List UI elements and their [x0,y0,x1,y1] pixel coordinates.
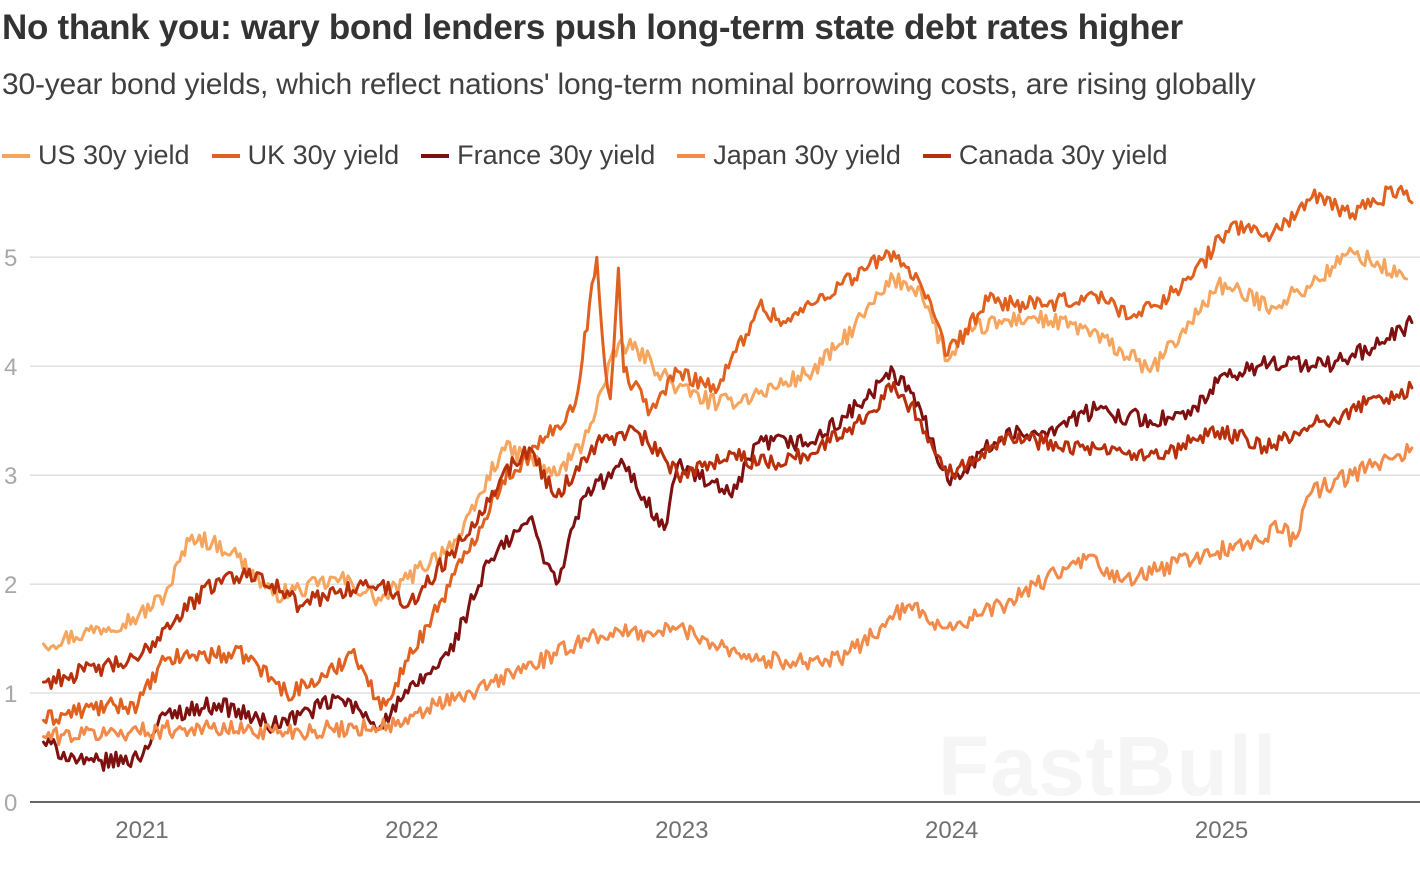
chart-legend: US 30y yield UK 30y yield France 30y yie… [2,140,1190,171]
series-line-uk-30y-yield [42,184,1414,726]
legend-item-us: US 30y yield [2,140,190,171]
legend-label-canada: Canada 30y yield [958,140,1168,170]
legend-swatch-canada [922,153,951,158]
y-tick-label-5: 5 [4,245,17,272]
watermark: FastBull [938,719,1278,813]
legend-label-japan: Japan 30y yield [713,140,901,170]
x-tick-label-2022: 2022 [385,817,438,844]
chart-subtitle: 30-year bond yields, which reflect natio… [2,68,1256,101]
legend-swatch-japan [677,153,706,158]
chart-title: No thank you: wary bond lenders push lon… [2,8,1183,47]
legend-label-uk: UK 30y yield [247,140,400,170]
legend-label-us: US 30y yield [38,140,190,170]
legend-item-uk: UK 30y yield [211,140,400,171]
legend-swatch-uk [211,153,240,158]
y-tick-label-4: 4 [4,354,17,381]
x-tick-label-2023: 2023 [655,817,708,844]
legend-swatch-us [2,153,30,158]
series-line-us-30y-yield [42,246,1408,652]
legend-item-japan: Japan 30y yield [677,140,901,171]
legend-item-canada: Canada 30y yield [922,140,1168,171]
legend-label-france: France 30y yield [457,140,656,170]
y-tick-label-1: 1 [4,681,17,708]
legend-item-france: France 30y yield [421,140,655,171]
y-tick-label-2: 2 [4,572,17,599]
series-line-japan-30y-yield [42,443,1414,746]
y-tick-label-3: 3 [4,463,17,490]
series-line-france-30y-yield [42,315,1414,772]
legend-swatch-france [421,153,450,158]
y-tick-label-0: 0 [4,790,17,817]
x-tick-label-2024: 2024 [925,817,978,844]
series-line-canada-30y-yield [42,380,1414,690]
x-tick-label-2021: 2021 [115,817,168,844]
x-tick-label-2025: 2025 [1195,817,1248,844]
